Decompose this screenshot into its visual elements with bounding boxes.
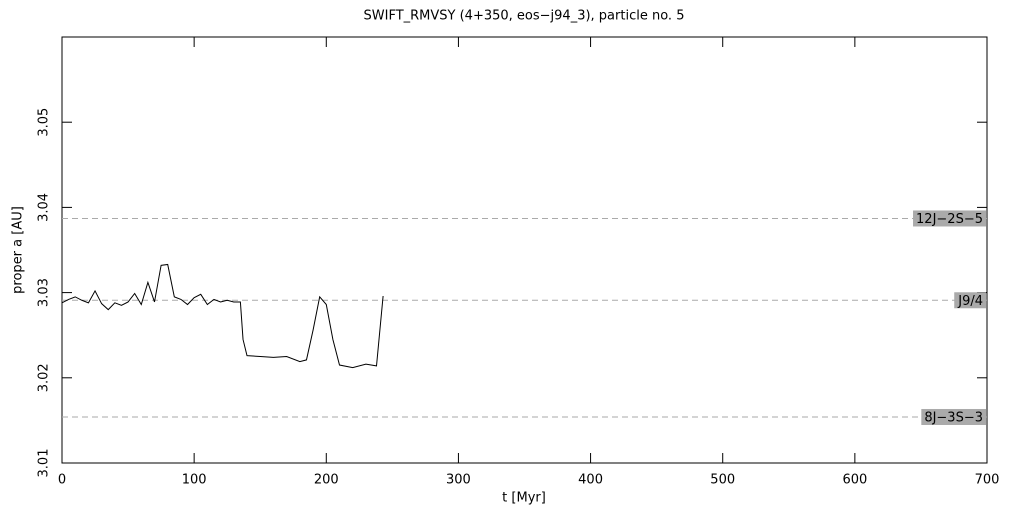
x-tick-label: 0: [58, 473, 66, 488]
reference-label: 8J−3S−3: [924, 410, 983, 425]
data-line: [61, 263, 384, 369]
reference-label-box: [954, 292, 986, 309]
y-tick-label: 3.02: [37, 363, 52, 392]
y-axis-label: proper a [AU]: [11, 206, 26, 294]
x-tick-label: 100: [182, 473, 207, 488]
x-tick-label: 600: [842, 473, 867, 488]
y-tick-label: 3.03: [37, 278, 52, 307]
reference-label-box: [921, 408, 986, 425]
x-tick-label: 300: [446, 473, 471, 488]
reference-label: 12J−2S−5: [916, 212, 983, 227]
x-tick-label: 500: [710, 473, 735, 488]
reference-label-box: [913, 210, 986, 227]
chart-title: SWIFT_RMVSY (4+350, eos−j94_3), particle…: [364, 9, 685, 24]
y-tick-label: 3.04: [37, 193, 52, 222]
y-tick-label: 3.01: [37, 449, 52, 478]
x-tick-label: 200: [314, 473, 339, 488]
plot-frame: [61, 36, 988, 464]
reference-label: J9/4: [957, 294, 983, 309]
y-tick-label: 3.05: [37, 108, 52, 137]
x-tick-label: 400: [578, 473, 603, 488]
x-axis-label: t [Myr]: [502, 491, 546, 506]
x-tick-label: 700: [975, 473, 1000, 488]
